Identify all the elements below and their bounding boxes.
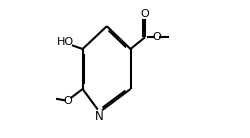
Text: HO: HO (57, 37, 74, 47)
Text: O: O (140, 9, 149, 19)
Text: O: O (153, 32, 162, 42)
Text: N: N (95, 110, 104, 123)
Text: O: O (63, 96, 72, 106)
